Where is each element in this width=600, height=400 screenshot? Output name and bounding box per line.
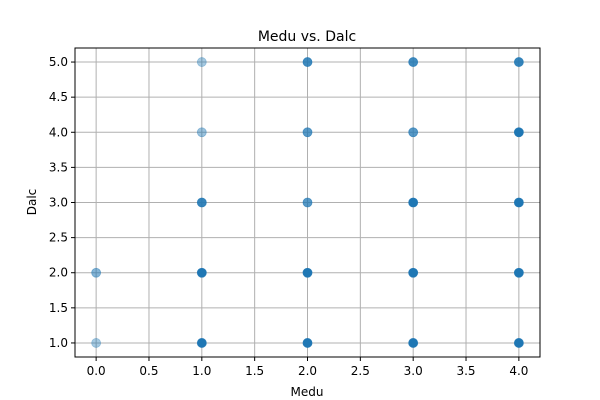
data-point (302, 338, 313, 348)
data-point (302, 57, 313, 67)
data-point (513, 127, 524, 138)
data-points (91, 57, 524, 348)
ticks: 0.0 0.5 1.0 1.5 2.0 2.5 3.0 3.5 4.0 1.0 1.5 2.0 2.5 3… (49, 55, 529, 378)
data-point (408, 57, 419, 67)
data-point (408, 267, 419, 278)
data-point (91, 338, 102, 348)
y-tick-label: 2.5 (49, 231, 68, 245)
chart-title: Medu vs. Dalc (258, 29, 356, 45)
y-tick-label: 5.0 (49, 55, 68, 69)
y-axis-label: Dalc (25, 189, 39, 216)
data-point (302, 197, 313, 208)
x-tick-label: 1.0 (192, 364, 211, 378)
data-point (302, 127, 313, 138)
data-point (513, 267, 524, 278)
y-tick-label: 2.0 (49, 266, 68, 280)
y-tick-label: 4.5 (49, 90, 68, 104)
x-axis-label: Medu (291, 385, 324, 399)
data-point (302, 267, 313, 278)
y-tick-label: 4.0 (49, 125, 68, 139)
x-tick-label: 2.0 (298, 364, 317, 378)
data-point (196, 57, 207, 67)
data-point (196, 338, 207, 348)
data-point (408, 197, 419, 208)
x-tick-label: 0.5 (139, 364, 158, 378)
data-point (513, 197, 524, 208)
data-point (196, 197, 207, 208)
data-point (513, 338, 524, 348)
data-point (196, 127, 207, 138)
data-point (408, 338, 419, 348)
x-tick-label: 0.0 (87, 364, 106, 378)
y-tick-label: 1.5 (49, 301, 68, 315)
data-point (513, 57, 524, 67)
y-tick-label: 1.0 (49, 336, 68, 350)
x-tick-label: 1.5 (245, 364, 264, 378)
data-point (408, 127, 419, 138)
x-tick-label: 3.0 (404, 364, 423, 378)
y-tick-label: 3.5 (49, 160, 68, 174)
y-tick-label: 3.0 (49, 196, 68, 210)
x-tick-label: 2.5 (351, 364, 370, 378)
x-tick-label: 3.5 (456, 364, 475, 378)
data-point (196, 267, 207, 278)
x-tick-label: 4.0 (509, 364, 528, 378)
data-point (91, 267, 102, 278)
